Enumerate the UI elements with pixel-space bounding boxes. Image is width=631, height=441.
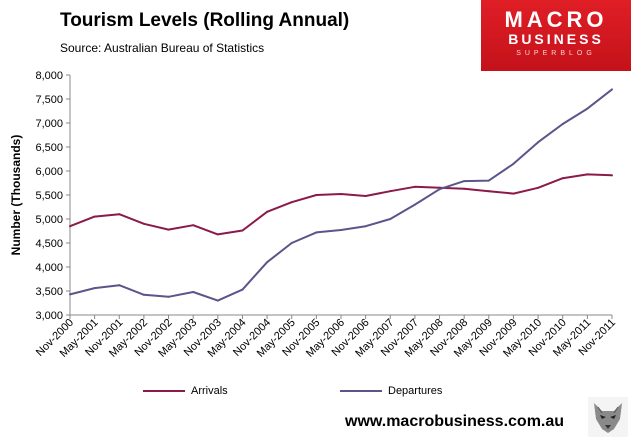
data-point-departures xyxy=(340,229,342,232)
chart-source: Source: Australian Bureau of Statistics xyxy=(60,41,265,55)
data-point-departures xyxy=(290,242,293,244)
wolf-mascot-icon xyxy=(588,397,628,437)
legend-arrivals-label: Arrivals xyxy=(191,385,228,397)
data-point-arrivals xyxy=(389,190,392,193)
data-point-arrivals xyxy=(69,225,71,228)
legend-arrivals: Arrivals xyxy=(143,385,228,397)
data-point-arrivals xyxy=(266,210,269,213)
y-tick-label: 4,500 xyxy=(35,238,63,250)
data-point-arrivals xyxy=(315,194,318,196)
data-point-departures xyxy=(192,290,195,293)
website-link[interactable]: www.macrobusiness.com.au xyxy=(345,413,565,430)
data-point-departures xyxy=(487,179,490,182)
series-layer xyxy=(69,88,613,302)
legend-departures-swatch xyxy=(340,390,382,392)
data-point-departures xyxy=(586,107,589,110)
data-point-arrivals xyxy=(167,228,170,231)
data-point-arrivals xyxy=(93,215,96,218)
data-point-departures xyxy=(142,293,145,296)
data-point-arrivals xyxy=(142,222,145,225)
data-point-arrivals xyxy=(340,193,342,196)
y-tick-label: 6,000 xyxy=(35,166,63,178)
y-axis: 3,000 3,500 4,000 4,500 5,000 5,500 6,000 6,500… xyxy=(35,70,71,322)
y-tick-label: 7,500 xyxy=(35,94,63,106)
data-point-arrivals xyxy=(192,224,195,227)
y-tick-label: 4,000 xyxy=(35,262,63,274)
data-point-arrivals xyxy=(611,174,613,177)
logo-line-1: MACRO xyxy=(504,7,608,32)
data-point-arrivals xyxy=(216,233,219,236)
chart-title: Tourism Levels (Rolling Annual) xyxy=(60,10,350,31)
legend-departures-label: Departures xyxy=(388,385,443,397)
x-axis: Nov-2000May-2001Nov-2001May-2002Nov-2002… xyxy=(34,314,618,360)
macrobusiness-logo[interactable]: MACRO BUSINESS SUPERBLOG xyxy=(481,0,631,71)
data-point-departures xyxy=(266,261,269,264)
legend-departures: Departures xyxy=(340,385,442,397)
data-point-departures xyxy=(93,287,96,290)
y-tick-label: 3,500 xyxy=(35,286,63,298)
logo-line-2: BUSINESS xyxy=(508,31,604,47)
data-point-arrivals xyxy=(512,192,515,195)
y-tick-label: 7,000 xyxy=(35,118,63,130)
data-point-arrivals xyxy=(586,173,589,176)
data-point-departures xyxy=(537,141,540,144)
data-point-departures xyxy=(364,225,367,228)
data-point-departures xyxy=(241,288,244,291)
data-point-arrivals xyxy=(537,186,540,189)
data-point-departures xyxy=(611,88,613,91)
data-point-departures xyxy=(315,231,318,234)
y-axis-title: Number (Thousands) xyxy=(9,135,23,256)
data-point-arrivals xyxy=(364,194,367,197)
y-tick-label: 5,000 xyxy=(35,214,63,226)
y-tick-label: 5,500 xyxy=(35,190,63,202)
data-point-departures xyxy=(438,188,441,191)
data-point-departures xyxy=(167,295,170,298)
logo-line-3: SUPERBLOG xyxy=(516,50,596,57)
data-point-departures xyxy=(561,122,564,125)
data-point-departures xyxy=(512,162,515,165)
data-point-arrivals xyxy=(561,177,564,180)
line-chart: 3,000 3,500 4,000 4,500 5,000 5,500 6,000 6,500… xyxy=(9,70,618,360)
data-point-departures xyxy=(463,180,466,183)
data-point-arrivals xyxy=(118,213,121,216)
data-point-departures xyxy=(389,218,392,220)
data-point-arrivals xyxy=(290,201,293,204)
data-point-departures xyxy=(216,299,219,302)
data-point-arrivals xyxy=(413,185,416,188)
y-tick-label: 6,500 xyxy=(35,142,63,154)
data-point-departures xyxy=(413,203,416,206)
series-line-arrivals xyxy=(69,173,613,236)
data-point-arrivals xyxy=(463,187,466,190)
data-point-departures xyxy=(69,293,71,296)
y-tick-label: 8,000 xyxy=(35,70,63,82)
y-tick-label: 3,000 xyxy=(35,310,63,322)
data-point-arrivals xyxy=(241,229,244,232)
data-point-arrivals xyxy=(487,190,490,193)
legend-arrivals-swatch xyxy=(143,390,185,392)
data-point-departures xyxy=(118,284,121,287)
